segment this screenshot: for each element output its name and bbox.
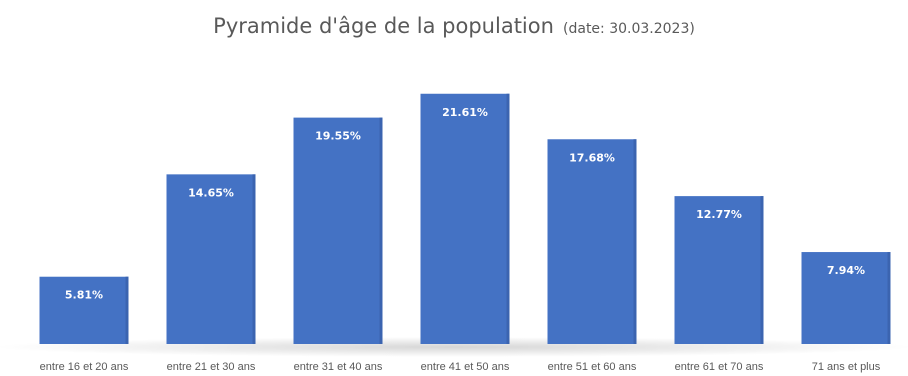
bar[interactable] <box>293 117 383 345</box>
data-label: 19.55% <box>315 130 361 143</box>
x-tick-label: entre 21 et 30 ans <box>167 361 256 373</box>
bar-edge <box>125 276 129 344</box>
data-label: 7.94% <box>827 264 865 277</box>
chart-subtitle: (date: 30.03.2023) <box>563 21 695 37</box>
data-label: 21.61% <box>442 106 488 119</box>
bar-group: 7.94% 71 ans et plus <box>801 252 891 373</box>
bar-edge <box>506 93 510 345</box>
x-tick-label: entre 51 et 60 ans <box>548 361 637 373</box>
bar-group: 14.65% entre 21 et 30 ans <box>166 174 256 373</box>
bar[interactable] <box>674 196 764 344</box>
bar[interactable] <box>166 174 256 344</box>
data-label: 12.77% <box>696 208 742 221</box>
bar-edge <box>760 196 764 344</box>
bar-edge <box>252 174 256 344</box>
bar-group: 19.55% entre 31 et 40 ans <box>293 117 383 373</box>
data-label: 17.68% <box>569 151 615 164</box>
chart-title-block: Pyramide d'âge de la population (date: 3… <box>0 14 908 38</box>
bar[interactable] <box>547 139 637 344</box>
chart-title: Pyramide d'âge de la population <box>213 14 554 38</box>
bar-group: 12.77% entre 61 et 70 ans <box>674 196 764 373</box>
bar[interactable] <box>39 276 129 344</box>
x-tick-label: entre 41 et 50 ans <box>421 361 510 373</box>
bar[interactable] <box>801 252 891 344</box>
x-tick-label: entre 31 et 40 ans <box>294 361 383 373</box>
x-tick-label: 71 ans et plus <box>812 361 881 373</box>
bar-group: 21.61% entre 41 et 50 ans <box>420 93 510 373</box>
bar-edge <box>379 117 383 345</box>
data-label: 14.65% <box>188 186 234 199</box>
bar[interactable] <box>420 93 510 345</box>
bar-edge <box>887 252 891 344</box>
data-label: 5.81% <box>65 289 103 302</box>
bar-group: 5.81% entre 16 et 20 ans <box>39 276 129 373</box>
x-tick-label: entre 16 et 20 ans <box>40 361 129 373</box>
bar-group: 17.68% entre 51 et 60 ans <box>547 139 637 373</box>
bar-edge <box>633 139 637 344</box>
x-tick-label: entre 61 et 70 ans <box>675 361 764 373</box>
